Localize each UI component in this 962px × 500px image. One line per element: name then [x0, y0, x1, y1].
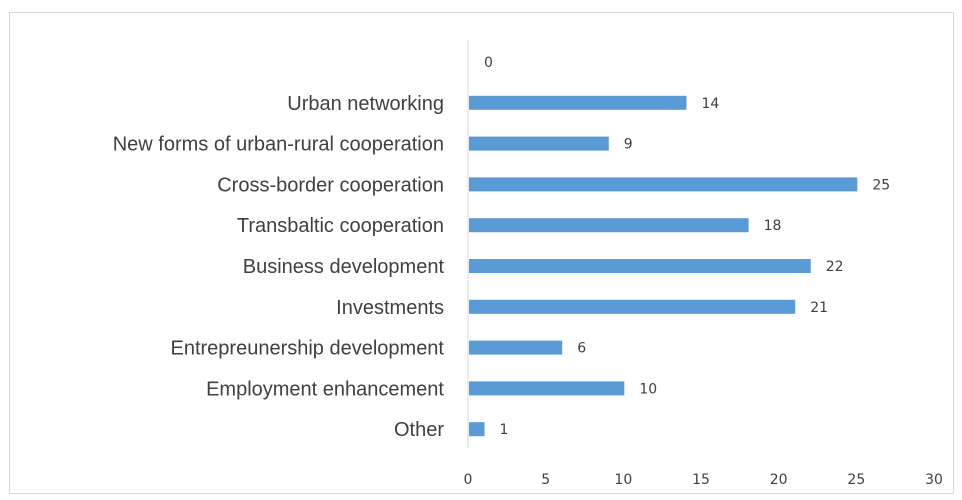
data-label: 6 — [577, 341, 586, 357]
x-tick-label: 0 — [464, 472, 473, 488]
category-label: Entrepreunership development — [170, 338, 444, 360]
category-label: Urban networking — [287, 93, 444, 115]
x-tick-label: 30 — [925, 472, 943, 488]
category-label: Transbaltic cooperation — [237, 215, 444, 237]
category-label: New forms of urban-rural cooperation — [113, 134, 444, 156]
bars — [469, 95, 858, 437]
category-label: Business development — [243, 256, 445, 278]
bar — [469, 218, 749, 233]
category-label: Investments — [336, 297, 444, 319]
bar — [469, 299, 796, 314]
data-label: 21 — [810, 300, 828, 316]
data-label: 25 — [872, 177, 890, 193]
bar — [469, 422, 485, 437]
x-tick-label: 5 — [541, 472, 550, 488]
data-label: 22 — [826, 259, 844, 275]
data-label: 10 — [639, 381, 657, 397]
category-label: Cross-border cooperation — [217, 174, 444, 196]
bar — [469, 136, 609, 151]
x-tick-label: 10 — [614, 472, 632, 488]
x-tick-label: 25 — [847, 472, 865, 488]
chart-frame — [9, 12, 954, 494]
x-tick-label: 15 — [692, 472, 710, 488]
x-axis-ticks: 0 5 10 15 20 25 30 — [464, 472, 943, 488]
bar — [469, 340, 563, 355]
data-label: 9 — [624, 137, 633, 153]
x-tick-label: 20 — [770, 472, 788, 488]
category-label: Other — [394, 419, 444, 441]
category-label: Employment enhancement — [206, 378, 444, 400]
bar — [469, 259, 811, 273]
data-labels: 0 14 9 25 18 22 21 6 10 1 — [484, 55, 890, 438]
data-label: 14 — [701, 96, 719, 112]
bar — [469, 95, 687, 110]
data-label: 1 — [500, 422, 509, 438]
bar — [469, 177, 858, 192]
data-label: 0 — [484, 55, 493, 71]
category-labels: Urban networking New forms of urban-rural… — [113, 93, 445, 441]
data-label: 18 — [764, 218, 782, 234]
bar — [469, 381, 625, 396]
